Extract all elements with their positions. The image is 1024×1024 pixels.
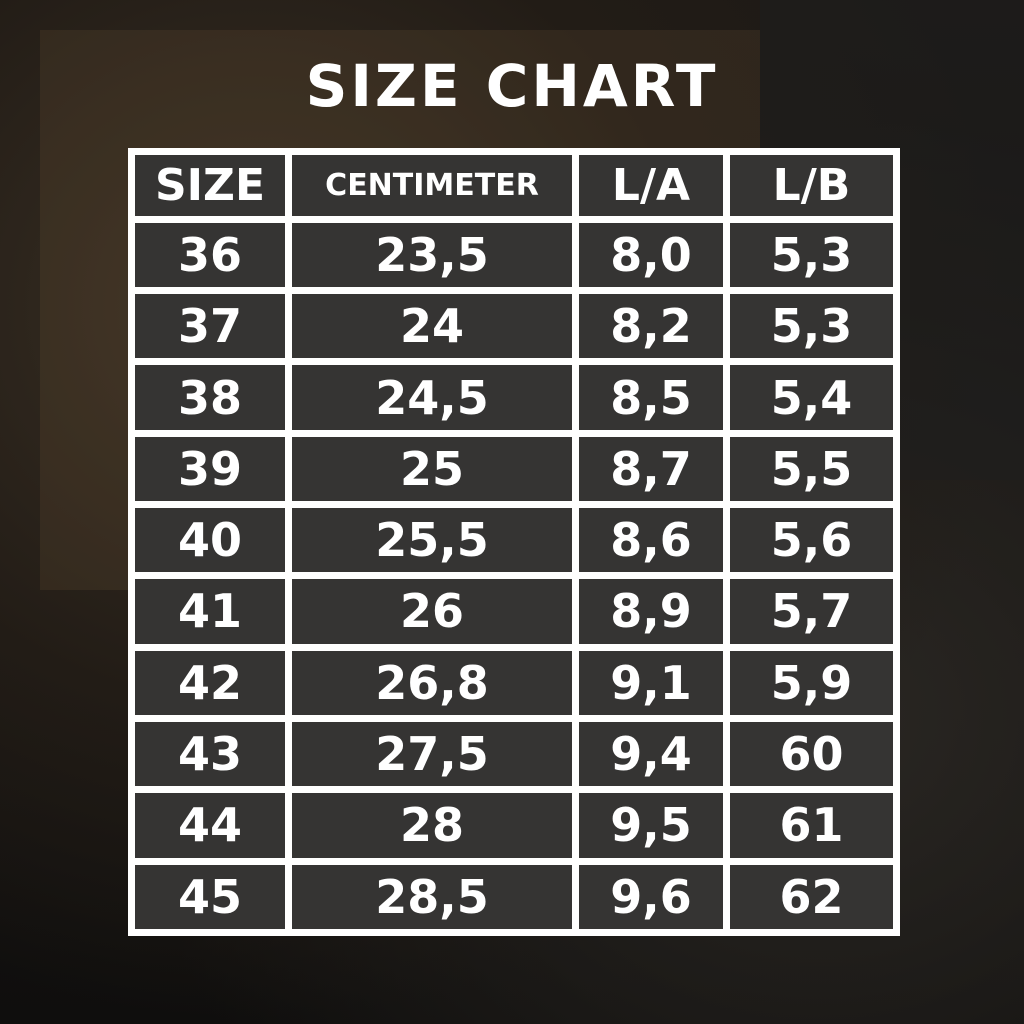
cell-la: 8,5 [579,365,723,430]
cell-centimeter: 26,8 [292,650,572,715]
cell-size: 37 [135,294,285,359]
cell-centimeter: 24 [292,294,572,359]
table-row: 41 26 8,9 5,7 [135,579,893,644]
table-row: 36 23,5 8,0 5,3 [135,222,893,288]
cell-size: 39 [135,436,285,501]
table-row: 40 25,5 8,6 5,6 [135,508,893,573]
cell-la: 9,5 [579,793,723,858]
cell-size: 40 [135,508,285,573]
table-row: 43 27,5 9,4 60 [135,721,893,787]
cell-size: 44 [135,793,285,858]
cell-centimeter: 28 [292,793,572,858]
size-table: SIZE CENTIMETER L/A L/B 36 23,5 8,0 5,3 37 24… [128,148,900,936]
header-la: L/A [579,155,723,216]
table-row: 38 24,5 8,5 5,4 [135,365,893,430]
cell-centimeter: 28,5 [292,864,572,929]
cell-centimeter: 27,5 [292,721,572,787]
cell-la: 9,4 [579,721,723,787]
cell-la: 9,1 [579,650,723,715]
cell-lb: 5,5 [730,436,893,501]
header-lb: L/B [730,155,893,216]
cell-centimeter: 25 [292,436,572,501]
cell-size: 36 [135,222,285,288]
cell-centimeter: 26 [292,579,572,644]
table-row: 37 24 8,2 5,3 [135,294,893,359]
cell-lb: 61 [730,793,893,858]
cell-la: 8,0 [579,222,723,288]
cell-lb: 5,3 [730,222,893,288]
cell-la: 9,6 [579,864,723,929]
cell-la: 8,2 [579,294,723,359]
table-header-row: SIZE CENTIMETER L/A L/B [135,155,893,216]
page-title: SIZE CHART [305,52,719,120]
cell-la: 8,9 [579,579,723,644]
cell-lb: 5,9 [730,650,893,715]
header-centimeter: CENTIMETER [292,155,572,216]
cell-size: 38 [135,365,285,430]
table-row: 45 28,5 9,6 62 [135,864,893,929]
cell-size: 45 [135,864,285,929]
cell-centimeter: 24,5 [292,365,572,430]
cell-size: 41 [135,579,285,644]
table-row: 39 25 8,7 5,5 [135,436,893,501]
cell-lb: 5,7 [730,579,893,644]
cell-lb: 60 [730,721,893,787]
cell-la: 8,7 [579,436,723,501]
table-row: 42 26,8 9,1 5,9 [135,650,893,715]
cell-size: 43 [135,721,285,787]
cell-lb: 5,4 [730,365,893,430]
cell-lb: 5,3 [730,294,893,359]
table-row: 44 28 9,5 61 [135,793,893,858]
header-size: SIZE [135,155,285,216]
cell-centimeter: 25,5 [292,508,572,573]
cell-lb: 5,6 [730,508,893,573]
cell-lb: 62 [730,864,893,929]
cell-la: 8,6 [579,508,723,573]
cell-size: 42 [135,650,285,715]
cell-centimeter: 23,5 [292,222,572,288]
